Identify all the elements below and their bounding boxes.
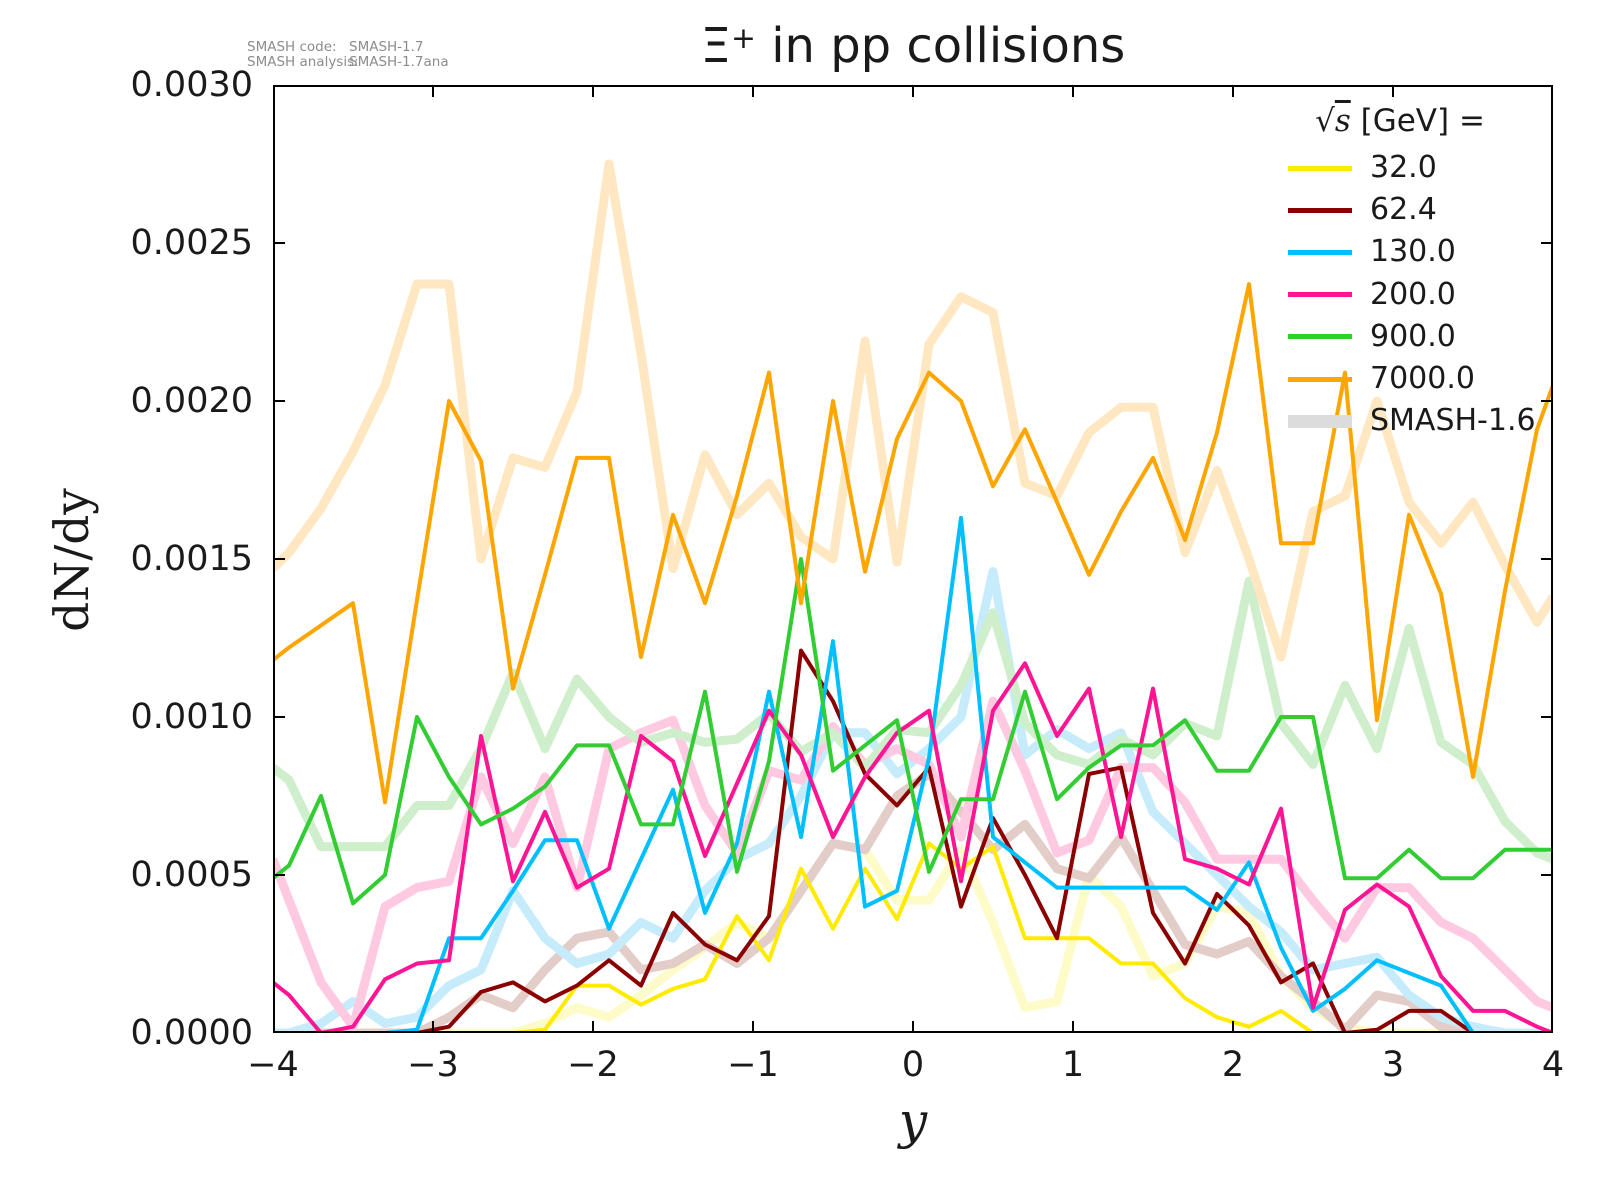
series-line-solid-900.0 bbox=[273, 557, 1553, 906]
series-line-solid-7000.0 bbox=[273, 282, 1553, 805]
y-tick-label-0.0020: 0.0020 bbox=[130, 381, 253, 421]
legend-row-62.4: 62.4 bbox=[1255, 189, 1565, 231]
axis-ticks bbox=[273, 85, 1553, 1033]
smash-analysis-value: SMASH-1.7ana bbox=[349, 54, 449, 70]
legend-row-130.0: 130.0 bbox=[1255, 231, 1565, 273]
legend-label-900.0: 900.0 bbox=[1370, 318, 1456, 354]
legend-swatch-130.0 bbox=[1288, 249, 1352, 255]
smash-analysis-label: SMASH analysis: bbox=[247, 54, 359, 70]
series-line-smash16-7000.0 bbox=[273, 159, 1553, 662]
legend-row-200.0: 200.0 bbox=[1255, 274, 1565, 316]
sqrt-s-symbol: √s bbox=[1315, 103, 1351, 139]
legend-swatch-62.4 bbox=[1288, 207, 1352, 213]
smash-version-note: SMASH code: SMASH-1.7 SMASH analysis:SMAS… bbox=[247, 40, 449, 70]
legend-swatch-200.0 bbox=[1288, 292, 1352, 298]
x-tick-label-2: 2 bbox=[1221, 1045, 1245, 1085]
legend-row-32.0: 32.0 bbox=[1255, 147, 1565, 189]
series-line-smash16-900.0 bbox=[273, 576, 1553, 864]
y-axis-label: dN/dy bbox=[45, 488, 100, 632]
particle-symbol: Ξ bbox=[700, 18, 731, 74]
x-tick-label-−2: −2 bbox=[567, 1045, 619, 1085]
y-tick-label-0.0030: 0.0030 bbox=[130, 65, 253, 105]
x-tick-label-−1: −1 bbox=[727, 1045, 779, 1085]
y-tick-label-0.0010: 0.0010 bbox=[130, 697, 253, 737]
legend-label-62.4: 62.4 bbox=[1370, 192, 1437, 228]
title-rest: in pp collisions bbox=[755, 18, 1126, 74]
series-line-smash16-200.0 bbox=[273, 696, 1553, 1032]
x-axis-label: y bbox=[898, 1092, 928, 1150]
chart-title: Ξ+ in pp collisions bbox=[273, 18, 1553, 74]
x-tick-label-0: 0 bbox=[901, 1045, 925, 1085]
x-tick-label-3: 3 bbox=[1381, 1045, 1405, 1085]
x-tick-label-−4: −4 bbox=[247, 1045, 299, 1085]
plot-area bbox=[273, 85, 1553, 1033]
legend-label-SMASH-1.6: SMASH-1.6 bbox=[1370, 403, 1536, 439]
legend-title-units: [GeV] = bbox=[1350, 103, 1485, 139]
series-line-solid-32.0 bbox=[273, 841, 1553, 1033]
x-tick-label-−3: −3 bbox=[407, 1045, 459, 1085]
legend-swatch-900.0 bbox=[1288, 334, 1352, 340]
legend-swatch-7000.0 bbox=[1288, 376, 1352, 382]
smash-code-label: SMASH code: bbox=[247, 39, 337, 55]
y-tick-label-0.0025: 0.0025 bbox=[130, 223, 253, 263]
legend-title: √s [GeV] = bbox=[1270, 103, 1530, 139]
legend-swatch-SMASH-1.6 bbox=[1288, 414, 1352, 428]
particle-charge-superscript: + bbox=[731, 21, 756, 56]
smash-analysis-line: SMASH analysis:SMASH-1.7ana bbox=[247, 55, 449, 70]
y-tick-label-0.0000: 0.0000 bbox=[130, 1013, 253, 1053]
legend-label-32.0: 32.0 bbox=[1370, 150, 1437, 185]
plot-border bbox=[273, 85, 1553, 1033]
legend-label-130.0: 130.0 bbox=[1370, 234, 1456, 270]
series-line-solid-200.0 bbox=[273, 661, 1553, 1033]
y-tick-label-0.0005: 0.0005 bbox=[130, 855, 253, 895]
x-tick-label-1: 1 bbox=[1061, 1045, 1085, 1085]
legend-row-SMASH-1.6: SMASH-1.6 bbox=[1255, 400, 1565, 442]
x-tick-label-4: 4 bbox=[1541, 1045, 1565, 1085]
smash-code-value: SMASH-1.7 bbox=[349, 39, 424, 55]
series-line-solid-130.0 bbox=[273, 515, 1553, 1033]
legend-row-900.0: 900.0 bbox=[1255, 316, 1565, 358]
legend-row-7000.0: 7000.0 bbox=[1255, 358, 1565, 400]
legend-label-200.0: 200.0 bbox=[1370, 276, 1456, 312]
y-tick-label-0.0015: 0.0015 bbox=[130, 539, 253, 579]
legend-swatch-32.0 bbox=[1288, 165, 1352, 171]
legend-label-7000.0: 7000.0 bbox=[1370, 361, 1475, 396]
smash-code-line: SMASH code: SMASH-1.7 bbox=[247, 40, 449, 55]
